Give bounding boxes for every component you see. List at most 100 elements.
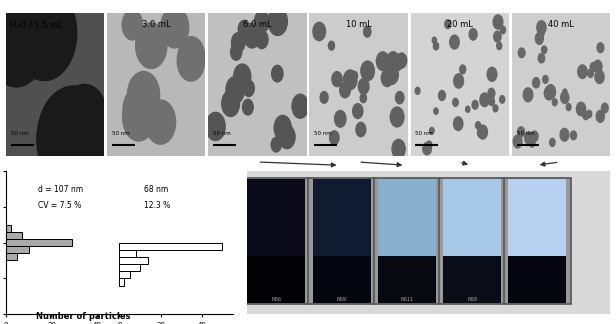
Circle shape	[518, 48, 525, 58]
Bar	[6, 232, 22, 239]
Text: 50 nm: 50 nm	[415, 131, 433, 136]
Circle shape	[12, 0, 77, 81]
Circle shape	[272, 65, 283, 82]
Circle shape	[330, 131, 339, 145]
Circle shape	[450, 35, 459, 49]
Circle shape	[426, 141, 432, 149]
Circle shape	[560, 128, 569, 141]
Circle shape	[549, 138, 555, 146]
Circle shape	[489, 97, 495, 106]
Circle shape	[588, 69, 593, 77]
Bar	[6, 239, 72, 246]
Bar	[443, 256, 501, 303]
Circle shape	[423, 142, 431, 155]
Bar	[120, 271, 130, 278]
Circle shape	[271, 137, 282, 152]
Circle shape	[128, 72, 160, 118]
Circle shape	[521, 49, 525, 55]
Circle shape	[432, 37, 437, 43]
Circle shape	[122, 10, 143, 40]
Circle shape	[41, 91, 86, 157]
Circle shape	[226, 76, 245, 103]
Text: 40 mL: 40 mL	[548, 20, 573, 29]
Bar	[249, 181, 254, 301]
Circle shape	[525, 132, 533, 144]
Circle shape	[391, 107, 404, 127]
Circle shape	[123, 87, 152, 130]
Bar	[504, 178, 570, 304]
Circle shape	[279, 125, 295, 149]
Circle shape	[563, 89, 567, 95]
Bar	[510, 181, 514, 301]
Circle shape	[493, 15, 503, 29]
Circle shape	[256, 30, 268, 49]
Circle shape	[583, 111, 589, 120]
Text: CV = 7.5 %: CV = 7.5 %	[38, 201, 81, 210]
Circle shape	[359, 79, 369, 94]
Circle shape	[177, 41, 205, 81]
Circle shape	[453, 117, 463, 131]
Text: 50 nm: 50 nm	[112, 131, 130, 136]
Circle shape	[543, 75, 548, 83]
Circle shape	[274, 115, 291, 140]
Circle shape	[488, 88, 495, 98]
Circle shape	[453, 98, 458, 106]
Circle shape	[487, 67, 496, 81]
Circle shape	[161, 7, 188, 48]
Circle shape	[537, 21, 546, 34]
Circle shape	[62, 84, 107, 151]
Circle shape	[352, 71, 357, 80]
Circle shape	[334, 110, 346, 127]
Circle shape	[0, 0, 46, 87]
Circle shape	[392, 55, 403, 70]
Bar	[248, 179, 306, 256]
Bar	[378, 179, 436, 256]
Circle shape	[292, 94, 309, 118]
Circle shape	[601, 103, 608, 113]
Bar	[314, 181, 319, 301]
Circle shape	[222, 90, 240, 117]
Circle shape	[472, 100, 478, 109]
Text: NS6: NS6	[272, 297, 282, 302]
Circle shape	[478, 125, 487, 139]
Circle shape	[460, 65, 466, 74]
Bar	[6, 225, 10, 232]
Circle shape	[145, 100, 176, 144]
Circle shape	[533, 78, 540, 88]
Circle shape	[590, 63, 596, 71]
Circle shape	[496, 42, 502, 50]
Text: NS9: NS9	[337, 297, 347, 302]
Circle shape	[313, 22, 325, 40]
Circle shape	[353, 104, 363, 119]
Text: 68 nm: 68 nm	[144, 185, 169, 194]
Text: 12.3 %: 12.3 %	[144, 201, 171, 210]
Circle shape	[597, 43, 604, 53]
Text: 6.0 mL: 6.0 mL	[243, 20, 272, 29]
Circle shape	[445, 20, 451, 29]
Text: 50 nm: 50 nm	[314, 131, 332, 136]
Bar	[445, 181, 449, 301]
Circle shape	[578, 65, 587, 78]
Bar	[248, 256, 306, 303]
Bar	[6, 253, 17, 260]
Circle shape	[561, 92, 569, 103]
Bar	[120, 278, 124, 285]
Bar	[243, 178, 310, 304]
Circle shape	[238, 20, 250, 38]
Bar	[120, 264, 140, 271]
Circle shape	[37, 86, 110, 193]
Circle shape	[320, 92, 328, 103]
Bar	[120, 243, 222, 250]
Bar	[313, 256, 371, 303]
Circle shape	[415, 87, 420, 94]
Bar	[508, 256, 566, 303]
Bar	[378, 256, 436, 303]
Circle shape	[439, 90, 445, 100]
Text: NS11: NS11	[400, 297, 413, 302]
Bar	[120, 250, 136, 257]
Circle shape	[387, 52, 400, 71]
Text: NS8: NS8	[467, 297, 477, 302]
Circle shape	[494, 31, 501, 42]
Circle shape	[500, 96, 505, 103]
Bar	[6, 246, 29, 253]
